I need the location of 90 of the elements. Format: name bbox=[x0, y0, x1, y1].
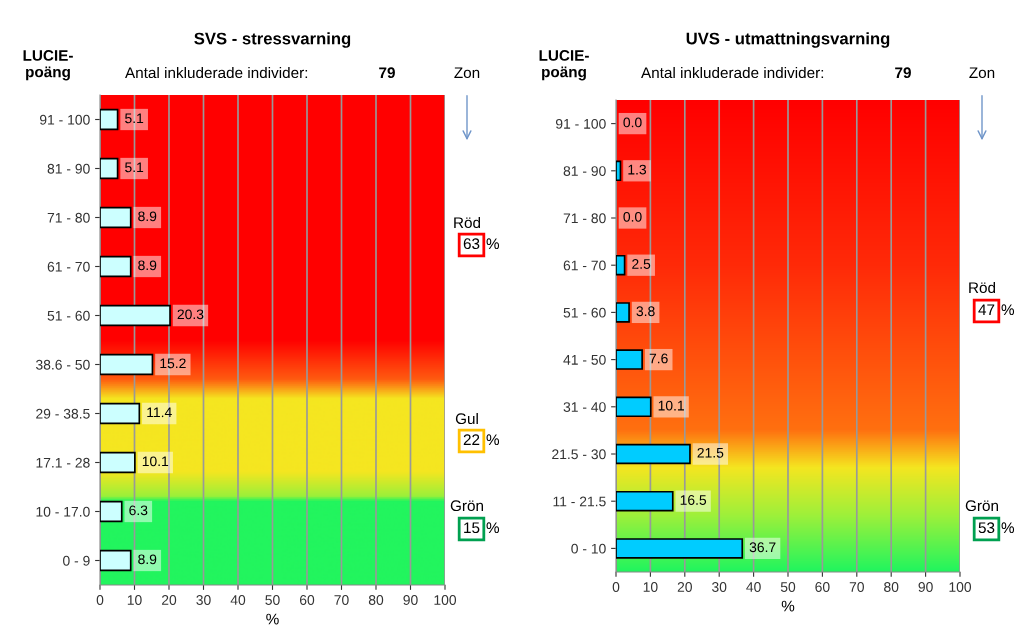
text: 63 bbox=[463, 238, 480, 250]
data-label: 2.5 bbox=[632, 259, 651, 269]
x-tick-label: 90 bbox=[403, 595, 418, 605]
chart-title: SVS - stressvarning bbox=[194, 32, 351, 48]
data-label: 16.5 bbox=[680, 495, 707, 505]
data-label: 8.9 bbox=[138, 211, 157, 222]
x-tick-label: 100 bbox=[434, 595, 457, 605]
x-tick-label: 30 bbox=[712, 582, 727, 592]
data-label: 15.2 bbox=[160, 358, 186, 369]
y-tick-label: 51 - 60 bbox=[563, 307, 606, 318]
text: Zon bbox=[454, 67, 480, 79]
x-axis-title: % bbox=[266, 613, 279, 625]
y-tick-label: 81 - 90 bbox=[563, 166, 606, 176]
y-tick-label: 0 - 9 bbox=[63, 555, 90, 566]
data-label: 0.0 bbox=[623, 117, 642, 128]
data-label: 20.3 bbox=[177, 309, 204, 320]
text: 15 bbox=[464, 522, 480, 534]
x-tick-label: 80 bbox=[884, 582, 899, 592]
y-axis-title: LUCIE- poäng bbox=[23, 50, 73, 81]
text: 47 bbox=[978, 304, 995, 315]
y-tick-label: 71 - 80 bbox=[563, 213, 606, 224]
y-tick-label: 91 - 100 bbox=[555, 118, 606, 129]
y-tick-label: 31 - 40 bbox=[563, 402, 606, 412]
text: % bbox=[486, 522, 500, 534]
data-label: 1.3 bbox=[628, 164, 647, 175]
x-tick-label: 40 bbox=[230, 595, 246, 605]
text: 53 bbox=[978, 522, 995, 534]
x-tick-label: 100 bbox=[949, 582, 972, 592]
x-tick-label: 40 bbox=[746, 582, 761, 592]
text: 22 bbox=[463, 434, 480, 445]
data-label: 8.9 bbox=[138, 554, 157, 565]
y-tick-label: 91 - 100 bbox=[39, 114, 90, 125]
x-tick-label: 10 bbox=[127, 595, 142, 605]
data-label: 5.1 bbox=[125, 162, 144, 173]
x-tick-label: 20 bbox=[161, 595, 177, 605]
bar bbox=[616, 160, 622, 182]
text: % bbox=[486, 434, 500, 446]
data-label: 0.0 bbox=[623, 211, 642, 222]
text: Zon bbox=[969, 67, 995, 79]
text: Grön bbox=[450, 500, 483, 512]
text: Röd bbox=[969, 281, 996, 294]
text: 79 bbox=[895, 67, 911, 79]
data-label: 10.1 bbox=[142, 456, 169, 467]
data-label: 8.9 bbox=[138, 260, 157, 271]
text: 79 bbox=[379, 67, 395, 79]
x-tick-label: 20 bbox=[677, 582, 692, 592]
x-tick-label: 60 bbox=[815, 582, 830, 592]
data-label: 3.8 bbox=[636, 306, 655, 317]
y-tick-label: 10 - 17.0 bbox=[36, 506, 90, 517]
x-tick-label: 30 bbox=[196, 595, 211, 605]
x-tick-label: 60 bbox=[299, 595, 315, 605]
data-label: 5.1 bbox=[125, 113, 144, 124]
y-tick-label: 61 - 70 bbox=[47, 261, 90, 272]
x-tick-label: 0 bbox=[612, 582, 620, 592]
chart-title: UVS - utmattningsvarning bbox=[686, 32, 890, 48]
y-tick-label: 71 - 80 bbox=[47, 212, 90, 223]
data-label: 11.4 bbox=[147, 407, 172, 418]
x-tick-label: 50 bbox=[780, 582, 796, 592]
x-tick-label: 0 bbox=[96, 595, 104, 605]
text: % bbox=[1001, 522, 1015, 534]
y-tick-label: 21.5 - 30 bbox=[552, 449, 606, 460]
x-axis-title: % bbox=[781, 600, 795, 612]
x-tick-label: 10 bbox=[643, 582, 658, 592]
y-tick-label: 38.6 - 50 bbox=[35, 359, 90, 370]
y-tick-label: 61 - 70 bbox=[563, 260, 606, 271]
data-label: 21.5 bbox=[697, 447, 724, 458]
y-tick-label: 81 - 90 bbox=[47, 163, 90, 174]
text: % bbox=[1001, 304, 1015, 316]
y-tick-label: 17.1 - 28 bbox=[36, 457, 90, 468]
data-label: 7.6 bbox=[649, 353, 668, 364]
x-tick-label: 80 bbox=[368, 595, 384, 605]
x-tick-label: 50 bbox=[265, 595, 280, 605]
y-tick-label: 29 - 38.5 bbox=[36, 408, 90, 419]
y-tick-label: 41 - 50 bbox=[563, 354, 606, 365]
text: Grön bbox=[965, 500, 998, 512]
y-tick-label: 51 - 60 bbox=[47, 310, 90, 321]
data-label: 36.7 bbox=[749, 542, 776, 553]
text: % bbox=[486, 238, 500, 250]
data-label: 6.3 bbox=[129, 505, 148, 516]
x-tick-label: 70 bbox=[849, 582, 864, 592]
x-tick-label: 90 bbox=[918, 582, 933, 592]
text: Röd bbox=[454, 216, 481, 229]
x-tick-label: 70 bbox=[334, 595, 349, 605]
y-tick-label: 11 - 21.5 bbox=[553, 496, 606, 507]
text: Antal inkluderade individer: bbox=[125, 66, 308, 79]
y-axis-title: LUCIE- poäng bbox=[539, 50, 589, 81]
data-label: 10.1 bbox=[658, 400, 684, 411]
text: Antal inkluderade individer: bbox=[641, 66, 824, 79]
text: Gul bbox=[455, 412, 478, 425]
y-tick-label: 0 - 10 bbox=[571, 543, 606, 554]
